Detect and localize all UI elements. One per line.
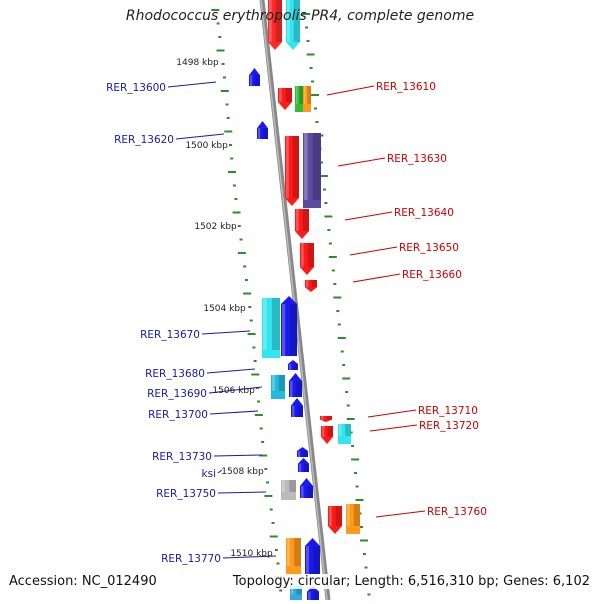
scale-label: 1498 kbp xyxy=(176,58,219,68)
gene-block[interactable] xyxy=(305,280,317,292)
gene-block[interactable] xyxy=(303,133,321,208)
gene-label-rer-13690[interactable]: RER_13690 xyxy=(147,386,263,400)
svg-text:RER_13640: RER_13640 xyxy=(394,207,454,219)
genome-backbone xyxy=(259,0,331,601)
svg-text:RER_13760: RER_13760 xyxy=(427,506,487,518)
gene-label-rer-13710[interactable]: RER_13710 xyxy=(367,405,478,418)
svg-text:RER_13660: RER_13660 xyxy=(402,269,462,281)
gene-block[interactable] xyxy=(281,480,296,500)
gene-label-rer-13630[interactable]: RER_13630 xyxy=(337,153,447,167)
gene-block[interactable] xyxy=(295,209,309,239)
gene-block[interactable] xyxy=(290,586,302,600)
svg-text:RER_13710: RER_13710 xyxy=(418,405,478,417)
gene-label-rer-13650[interactable]: RER_13650 xyxy=(349,242,459,256)
scale-label: 1508 kbp xyxy=(221,467,264,477)
svg-text:RER_13620: RER_13620 xyxy=(114,134,174,146)
svg-text:RER_13730: RER_13730 xyxy=(152,451,212,463)
svg-text:RER_13680: RER_13680 xyxy=(145,368,205,380)
gene-block[interactable] xyxy=(285,136,299,206)
svg-text:RER_13670: RER_13670 xyxy=(140,329,200,341)
svg-text:RER_13600: RER_13600 xyxy=(106,82,166,94)
gene-block[interactable] xyxy=(289,373,302,397)
svg-text:RER_13630: RER_13630 xyxy=(387,153,447,165)
genome-stats-text: Topology: circular; Length: 6,516,310 bp… xyxy=(232,574,590,589)
gene-block[interactable] xyxy=(328,506,342,534)
page-title: Rhodococcus erythropolis PR4, complete g… xyxy=(125,8,475,24)
gene-block[interactable] xyxy=(321,426,333,444)
scale-label: 1502 kbp xyxy=(194,222,237,232)
gene-block[interactable] xyxy=(262,298,280,358)
gene-label-rer-13770[interactable]: RER_13770 xyxy=(161,553,277,565)
gene-block[interactable] xyxy=(288,360,298,370)
svg-text:RER_13650: RER_13650 xyxy=(399,242,459,254)
gene-label-rer-13600[interactable]: RER_13600 xyxy=(106,81,217,94)
gene-block[interactable] xyxy=(346,504,360,534)
svg-text:RER_13770: RER_13770 xyxy=(161,553,221,565)
gene-block[interactable] xyxy=(305,538,320,574)
gene-block[interactable] xyxy=(300,478,313,498)
gene-block[interactable] xyxy=(286,0,300,50)
gene-label-rer-13660[interactable]: RER_13660 xyxy=(352,269,462,283)
gene-label-rer-13720[interactable]: RER_13720 xyxy=(369,420,479,432)
gene-block[interactable] xyxy=(271,375,285,399)
gene-label-rer-13620[interactable]: RER_13620 xyxy=(114,133,225,146)
gene-label-ksi[interactable]: ksi xyxy=(202,468,223,480)
gene-label-rer-13730[interactable]: RER_13730 xyxy=(152,451,263,463)
gene-block[interactable] xyxy=(298,458,309,472)
svg-text:RER_13700: RER_13700 xyxy=(148,409,208,421)
tick-marks xyxy=(211,9,373,596)
svg-text:RER_13720: RER_13720 xyxy=(419,420,479,432)
gene-label-rer-13610[interactable]: RER_13610 xyxy=(326,81,436,96)
gene-block[interactable] xyxy=(307,586,319,600)
gene-block[interactable] xyxy=(281,296,297,356)
gene-label-rer-13750[interactable]: RER_13750 xyxy=(156,488,267,500)
gene-block[interactable] xyxy=(295,86,303,112)
scale-label: 1506 kbp xyxy=(212,386,255,396)
gene-block[interactable] xyxy=(291,398,303,417)
gene-block[interactable] xyxy=(278,88,292,110)
gene-block[interactable] xyxy=(320,416,332,422)
svg-text:RER_13690: RER_13690 xyxy=(147,388,207,400)
scale-label: 1500 kbp xyxy=(185,141,228,151)
gene-label-rer-13640[interactable]: RER_13640 xyxy=(344,207,454,221)
gene-block[interactable] xyxy=(268,0,282,50)
gene-block[interactable] xyxy=(257,121,268,139)
right-gene-labels: RER_13610 RER_13630 RER_13640 RER_13650 RER_… xyxy=(326,81,487,518)
gene-label-rer-13760[interactable]: RER_13760 xyxy=(375,506,487,518)
scale-labels: 1498 kbp 1500 kbp 1502 kbp 1504 kbp 1506 kbp… xyxy=(176,58,273,559)
gene-label-rer-13700[interactable]: RER_13700 xyxy=(148,409,259,421)
left-gene-labels: RER_13600 RER_13620 RER_13670 RER_13680 RER_… xyxy=(106,81,277,565)
gene-block[interactable] xyxy=(338,424,351,444)
gene-block[interactable] xyxy=(249,68,260,86)
scale-label: 1504 kbp xyxy=(203,304,246,314)
gene-block[interactable] xyxy=(286,538,301,574)
gene-block[interactable] xyxy=(300,243,314,275)
gene-block[interactable] xyxy=(297,447,308,457)
svg-text:RER_13610: RER_13610 xyxy=(376,81,436,93)
accession-text: Accession: NC_012490 xyxy=(9,574,157,589)
gene-block[interactable] xyxy=(303,86,311,112)
svg-text:ksi: ksi xyxy=(202,468,216,480)
scale-label: 1510 kbp xyxy=(230,549,273,559)
gene-label-rer-13680[interactable]: RER_13680 xyxy=(145,368,256,380)
svg-text:RER_13750: RER_13750 xyxy=(156,488,216,500)
genome-backbone-highlight xyxy=(260,0,328,601)
gene-features xyxy=(249,0,360,600)
gene-label-rer-13670[interactable]: RER_13670 xyxy=(140,329,251,341)
